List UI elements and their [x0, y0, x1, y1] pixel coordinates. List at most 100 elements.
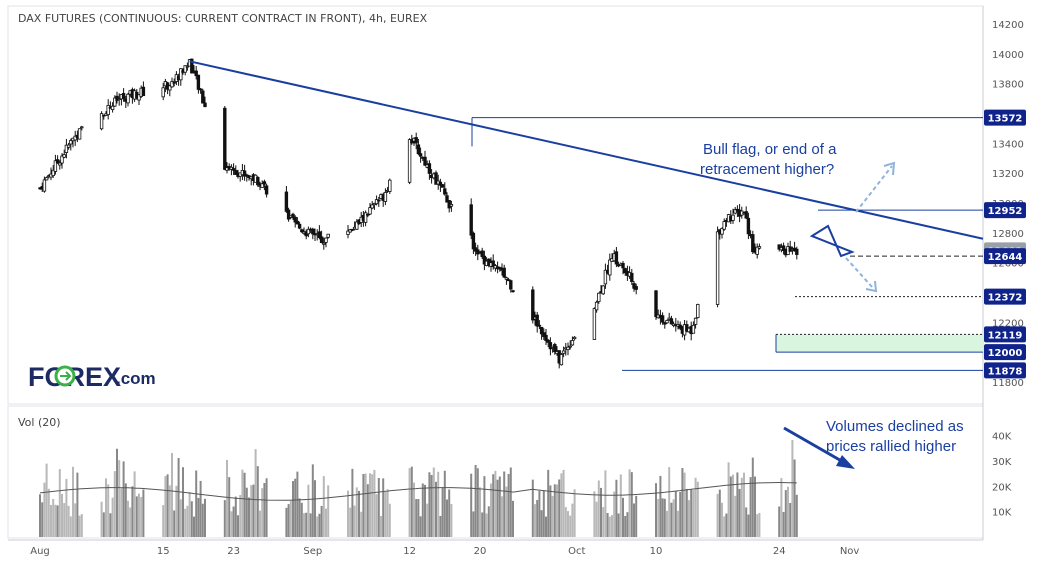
candle-body [297, 223, 302, 229]
time-tick-label: Nov [840, 546, 860, 557]
projection-arrow-down [845, 257, 878, 293]
candle-body [781, 245, 786, 251]
candle-body [601, 285, 605, 295]
candle-body [190, 58, 194, 74]
price-tick-label: 12600 [992, 259, 1024, 270]
candle-body [183, 65, 187, 73]
candle-body [445, 195, 449, 203]
volume-tick-label: 40K [992, 432, 1012, 443]
volume-decline-arrow [783, 426, 855, 469]
candle-body [597, 292, 601, 302]
price-badge-label: 12000 [988, 348, 1023, 359]
candle-body [264, 185, 269, 195]
candle-body [58, 162, 62, 166]
candle-body [64, 144, 69, 153]
candle-body [66, 144, 71, 148]
candle-body [795, 248, 799, 255]
flag-annotation-line2: retracement higher? [700, 161, 834, 178]
price-tick-label: 14000 [992, 50, 1024, 61]
price-badge-label: 12119 [988, 330, 1023, 341]
candle-body [306, 228, 311, 235]
candle-body [506, 279, 511, 282]
candle-body [44, 177, 49, 181]
candle-body [491, 260, 495, 267]
candle-body [553, 344, 557, 353]
candle-body [542, 332, 546, 337]
candle-body [654, 290, 658, 318]
candle-body [693, 317, 698, 325]
volume-tick-label: 20K [992, 482, 1012, 493]
time-tick-label: 24 [773, 546, 786, 557]
price-badge: 12000 [984, 344, 1026, 361]
price-badges: 1357212952126821264412372121191200011878 [984, 109, 1026, 379]
candle-body [126, 93, 130, 104]
candle-body [284, 191, 289, 212]
candle-body [744, 211, 748, 219]
candle-body [665, 320, 669, 324]
candle-body [324, 237, 328, 243]
candle-body [696, 304, 700, 319]
price-badge: 12372 [984, 288, 1026, 305]
candle-body [663, 322, 667, 325]
candle-body [570, 340, 575, 346]
candle-body [498, 267, 502, 270]
candle-body [623, 268, 627, 274]
candle-body [561, 350, 566, 354]
price-badge-label: 12952 [988, 206, 1023, 217]
candle-body [755, 246, 759, 255]
candle-body [632, 283, 636, 289]
candle-body [322, 242, 326, 245]
candle-body [751, 234, 755, 253]
candle-body [537, 324, 542, 327]
price-badge-label: 11878 [988, 366, 1023, 377]
candle-body [69, 140, 73, 145]
candle-body [185, 65, 190, 68]
volume-bars [39, 440, 798, 537]
candle-body [350, 228, 355, 231]
candle-body [161, 87, 165, 98]
candle-body [363, 212, 368, 223]
candle-body [482, 255, 487, 265]
volume-tick-label: 10K [992, 508, 1012, 519]
candle-body [720, 227, 724, 235]
candle-body [427, 163, 432, 174]
candle-body [348, 229, 352, 233]
candle-body [502, 267, 506, 278]
candle-body [568, 345, 572, 348]
trendline [189, 60, 984, 240]
candle-body [77, 128, 82, 140]
candle-body [203, 102, 207, 108]
candle-body [559, 354, 564, 366]
bull-flag [809, 224, 855, 258]
candle-body [757, 246, 762, 249]
candle-body [746, 217, 751, 235]
time-tick-label: 10 [650, 546, 663, 557]
candle-body [592, 308, 597, 340]
candle-body [388, 179, 392, 192]
price-badge: 12644 [984, 248, 1026, 265]
candle-body [51, 169, 55, 177]
candle-body [300, 229, 304, 233]
volume-tick-label: 30K [992, 457, 1012, 468]
candle-body [234, 170, 238, 175]
candle-body [377, 199, 381, 202]
candle-body [511, 290, 515, 293]
time-tick-label: Aug [30, 546, 50, 557]
candle-body [634, 286, 638, 290]
price-tick-label: 11800 [992, 378, 1024, 389]
candle-body [260, 183, 264, 188]
candle-body [434, 172, 438, 185]
candle-body [449, 204, 454, 207]
time-tick-label: 23 [227, 546, 240, 557]
candle-body [423, 156, 427, 166]
price-tick-label: 13800 [992, 80, 1024, 91]
candle-body [110, 105, 115, 111]
candle-body [630, 272, 634, 282]
candle-body [548, 342, 553, 350]
candle-body [291, 213, 295, 218]
candle-body [443, 188, 447, 195]
candle-body [293, 216, 297, 223]
candle-body [286, 209, 291, 220]
candle-body [440, 184, 445, 188]
